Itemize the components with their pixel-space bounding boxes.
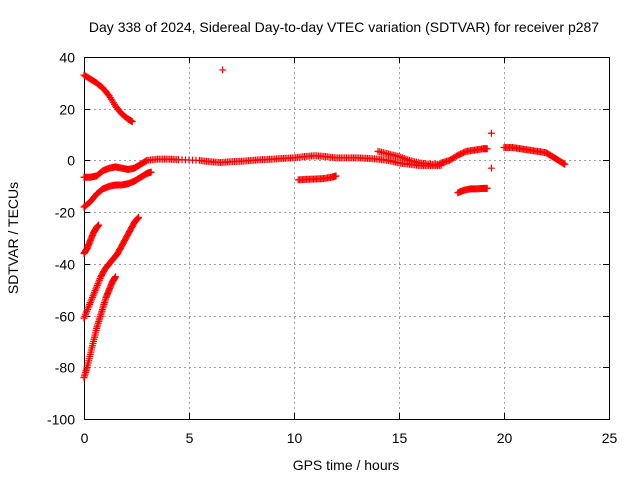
series-arc-minus61: [80, 213, 143, 322]
grid: [84, 57, 609, 419]
data-point: [86, 299, 94, 307]
data-point: [112, 273, 119, 281]
data-point: [80, 314, 88, 322]
data-point: [332, 172, 340, 180]
x-tick-label: 5: [186, 430, 194, 446]
x-axis-label: GPS time / hours: [293, 457, 400, 473]
data-point: [89, 292, 97, 300]
series-arc-top: [80, 71, 136, 126]
ticks: 0 5 10 15 20 25 -100 -80 -60 -40 -20 0 20 40: [47, 50, 618, 447]
series-outliers: [219, 66, 495, 172]
data-point: [90, 290, 98, 298]
data-point: [87, 297, 95, 305]
series-main-zero: [143, 152, 445, 170]
series-seg-minus12: [454, 184, 491, 197]
x-tick-label: 10: [287, 430, 303, 446]
series-seg-minus7: [294, 172, 340, 184]
data-point: [561, 160, 569, 168]
series-arc-minus36: [80, 221, 103, 258]
data-point: [135, 213, 143, 221]
data-point: [94, 280, 102, 288]
data-point: [92, 285, 100, 293]
series-arc-minus18: [80, 168, 155, 211]
data-point: [483, 145, 491, 153]
series-seg-17-19: [437, 145, 491, 167]
data-point: [88, 295, 96, 303]
y-tick-label: -100: [47, 412, 75, 428]
data-point: [84, 304, 92, 312]
data-point: [91, 287, 99, 295]
series-seg-20-23: [500, 144, 569, 168]
data-point: [91, 288, 98, 296]
y-tick-label: 40: [59, 50, 75, 66]
series-arc-minus7: [80, 156, 151, 181]
data-point: [93, 283, 101, 291]
y-tick-label: -40: [55, 257, 75, 273]
data-point: [560, 160, 568, 168]
data-point: [84, 306, 91, 314]
data-point: [95, 276, 103, 284]
data-point: [95, 221, 103, 229]
data-point: [86, 300, 94, 308]
data-point: [219, 66, 227, 74]
data-point: [133, 215, 141, 223]
data-point: [93, 281, 101, 289]
y-axis-label: SDTVAR / TECUs: [5, 182, 21, 294]
x-tick-label: 20: [497, 430, 513, 446]
data-point: [147, 168, 155, 176]
x-tick-label: 25: [602, 430, 618, 446]
y-tick-label: 0: [67, 153, 75, 169]
data-point: [81, 311, 89, 319]
chart-title: Day 338 of 2024, Sidereal Day-to-day VTE…: [89, 19, 599, 35]
data-point: [88, 293, 96, 301]
y-tick-label: -60: [55, 309, 75, 325]
y-tick-label: -20: [55, 205, 75, 221]
series-seg-14-17: [374, 147, 445, 168]
plot-frame: [84, 57, 610, 420]
y-tick-label: -80: [55, 360, 75, 376]
data-point: [81, 312, 89, 320]
data-point: [83, 307, 91, 315]
data-points: [80, 66, 569, 382]
data-point: [487, 129, 495, 137]
data-point: [96, 275, 104, 283]
data-point: [483, 184, 491, 192]
y-tick-label: 20: [59, 102, 75, 118]
data-point: [95, 278, 103, 286]
data-point: [128, 118, 136, 126]
series-arc-minus84: [80, 273, 119, 382]
data-point: [487, 164, 495, 172]
data-point: [82, 309, 90, 317]
x-tick-label: 0: [81, 430, 89, 446]
data-point: [134, 214, 142, 222]
x-tick-label: 15: [392, 430, 408, 446]
data-point: [85, 302, 93, 310]
